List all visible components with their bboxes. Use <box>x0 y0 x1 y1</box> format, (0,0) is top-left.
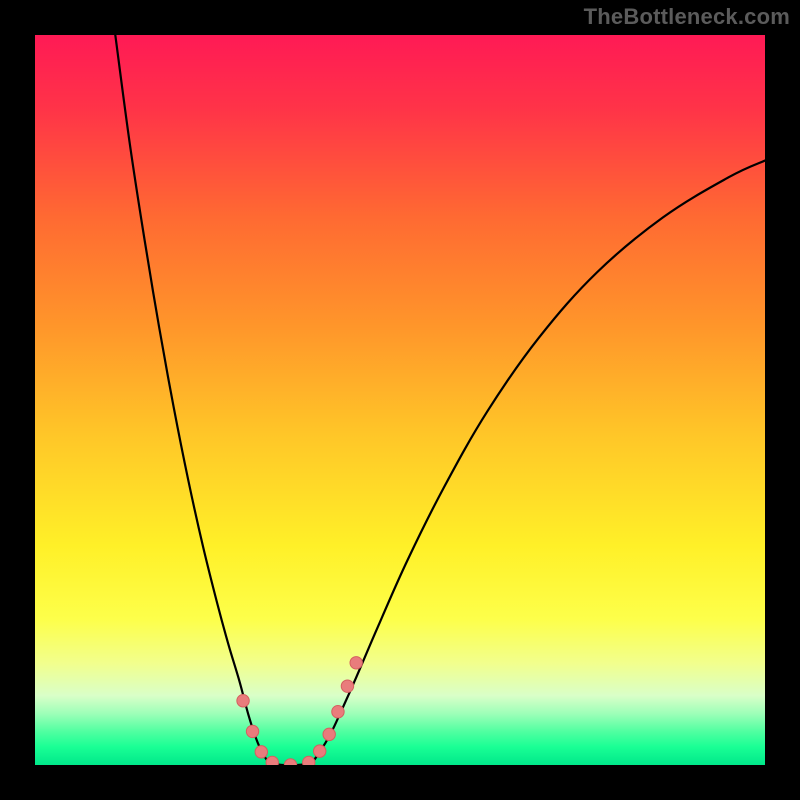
data-marker <box>246 725 258 737</box>
data-marker <box>323 728 335 740</box>
watermark-text: TheBottleneck.com <box>584 4 790 30</box>
data-marker <box>314 745 326 757</box>
data-marker <box>255 746 267 758</box>
data-marker <box>350 657 362 669</box>
data-marker <box>284 759 296 765</box>
data-marker <box>266 756 278 765</box>
data-marker <box>303 756 315 765</box>
curve-layer <box>35 35 765 765</box>
marker-group <box>237 657 363 765</box>
bottleneck-curve <box>115 35 765 765</box>
data-marker <box>341 680 353 692</box>
data-marker <box>237 695 249 707</box>
chart-canvas: TheBottleneck.com <box>0 0 800 800</box>
data-marker <box>332 706 344 718</box>
plot-area <box>35 35 765 765</box>
